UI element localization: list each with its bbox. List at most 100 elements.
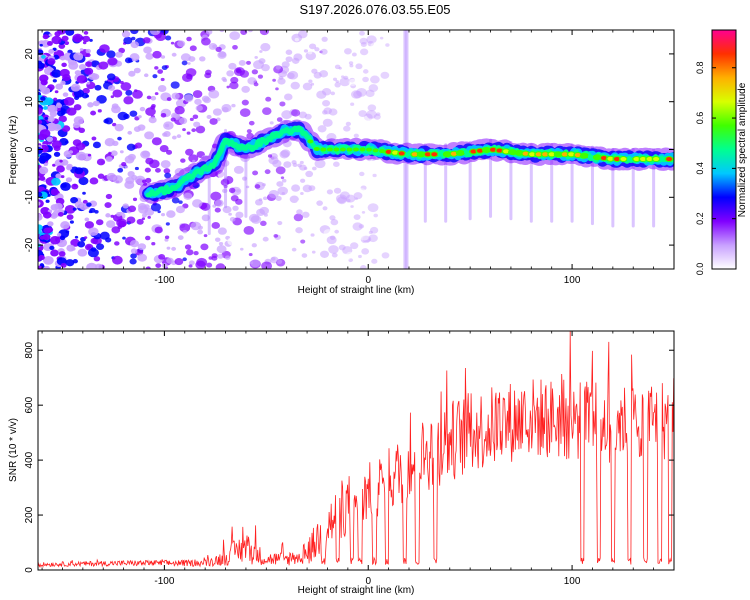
noise-speckle [86,245,92,249]
noise-speckle [66,214,74,220]
noise-speckle [38,107,43,115]
noise-speckle [120,82,132,91]
noise-speckle [54,90,59,94]
noise-speckle [68,61,79,70]
noise-speckle [90,110,97,116]
noise-speckle [134,142,143,149]
ridge-blob-core [548,152,555,157]
noise-speckle [94,209,99,214]
noise-speckle [290,153,299,161]
noise-speckle [82,191,86,195]
noise-speckle [105,213,111,218]
snr-y-tick-label: 200 [24,506,35,523]
noise-speckle [176,134,182,139]
ridge-blob-core [268,135,275,140]
noise-speckle [129,110,138,117]
ridge-blob-core [398,151,405,156]
noise-speckle [97,109,102,113]
noise-speckle [381,252,390,259]
noise-speckle [211,221,220,229]
noise-speckle [66,165,73,171]
noise-speckle [222,205,232,214]
snr-panel: -100 0 100 0 200 400 600 800 Height of straigh… [8,330,675,596]
noise-speckle [171,246,177,251]
noise-speckle [222,188,228,193]
noise-speckle [277,77,286,85]
noise-speckle [111,103,119,109]
ridge-blob-core [607,156,614,161]
noise-speckle [230,195,239,202]
noise-speckle [239,108,251,117]
noise-speckle [238,60,246,66]
noise-speckle [170,81,180,89]
noise-speckle [254,184,261,189]
noise-speckle [236,189,241,193]
noise-speckle [104,202,112,209]
noise-speckle [369,226,379,234]
noise-speckle [164,235,170,240]
spectrogram-y-tick-label: 10 [24,96,35,108]
noise-speckle [68,150,74,154]
noise-speckle [85,53,91,58]
noise-speckle [301,253,308,258]
ridge-blob-core [255,141,262,146]
spectrogram-x-label: Height of straight line (km) [298,285,415,296]
noise-speckle [302,184,312,193]
noise-speckle [355,63,363,70]
noise-speckle [58,251,66,257]
noise-speckle [107,57,118,66]
noise-speckle [201,214,211,222]
noise-speckle [310,82,315,86]
noise-speckle [130,248,138,254]
noise-speckle [217,253,224,259]
noise-speckle [258,198,263,202]
noise-speckle [186,36,192,42]
noise-speckle [346,198,351,203]
noise-speckle [182,128,186,132]
noise-speckle [171,135,177,140]
noise-speckle [301,90,307,95]
noise-speckle [129,258,137,265]
noise-speckle [360,265,367,269]
noise-speckle [215,263,226,269]
ridge-blob-core [509,150,516,155]
noise-speckle [253,82,259,87]
ridge-blob-core [287,128,294,133]
noise-speckle [291,57,300,64]
noise-speckle [50,249,59,257]
noise-speckle [366,35,377,44]
noise-speckle [38,213,43,221]
noise-speckle [154,226,163,234]
noise-speckle [46,41,53,46]
noise-speckle [208,256,213,260]
noise-speckle [275,195,282,201]
noise-speckle [159,144,169,153]
noise-speckle [150,105,156,110]
noise-speckle [192,114,199,119]
noise-speckle [247,30,253,33]
noise-speckle [48,33,53,37]
noise-speckle [214,237,221,242]
ridge-blob-core [235,144,242,149]
noise-speckle [42,233,51,241]
noise-speckle [112,255,123,265]
noise-speckle [117,167,124,173]
noise-speckle [367,117,377,126]
noise-speckle [72,259,78,264]
noise-speckle [114,123,124,132]
noise-speckle [252,170,259,176]
noise-speckle [365,89,375,98]
noise-speckle [291,109,301,117]
noise-speckle [377,242,387,251]
noise-speckle [219,30,225,33]
noise-speckle [164,172,172,179]
noise-speckle [307,50,313,55]
noise-speckle [149,159,160,169]
noise-speckle [326,189,333,195]
noise-speckle [226,70,234,77]
noise-speckle [197,229,204,235]
noise-speckle [131,175,138,181]
noise-speckle [366,110,377,119]
noise-speckle [184,244,192,250]
